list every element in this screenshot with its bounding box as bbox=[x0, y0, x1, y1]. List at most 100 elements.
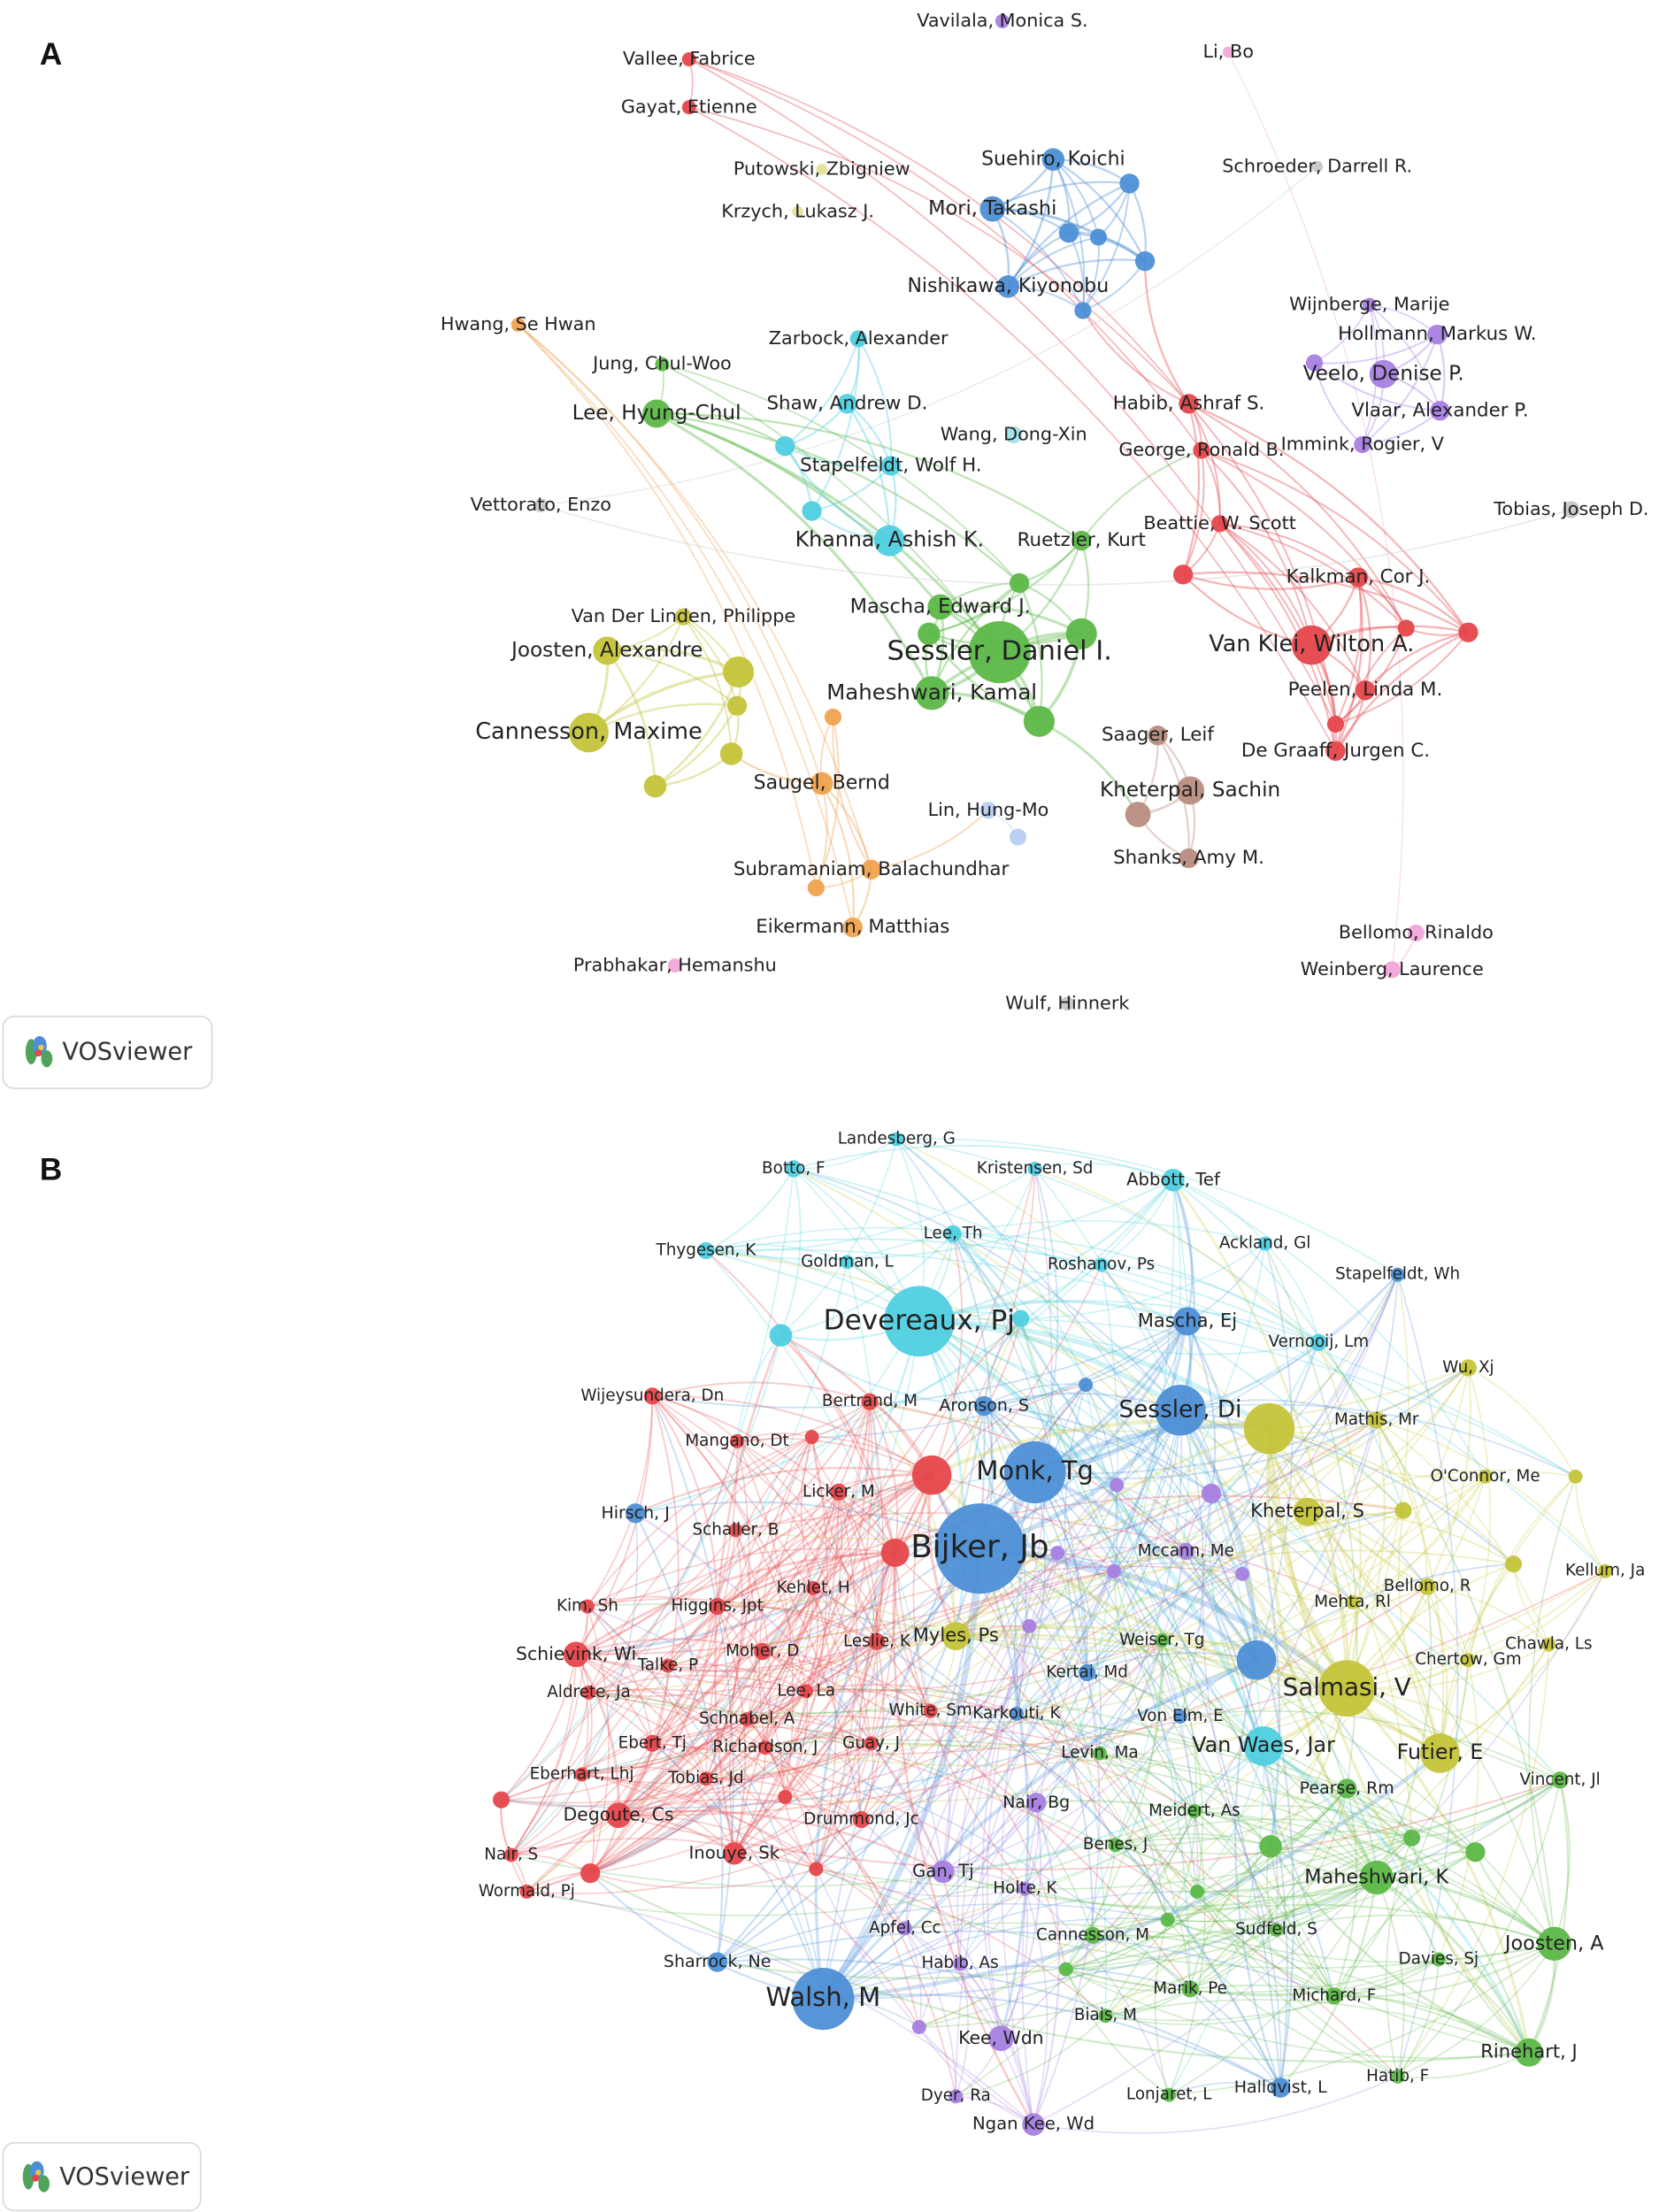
edge bbox=[805, 1492, 843, 1692]
edge bbox=[979, 1548, 1030, 2039]
node bbox=[1093, 1746, 1107, 1761]
edge bbox=[1113, 1571, 1195, 1812]
edge bbox=[747, 1717, 872, 1745]
edge bbox=[1196, 1851, 1476, 1899]
edge bbox=[575, 1654, 906, 1929]
edge bbox=[1179, 1476, 1486, 1717]
edge bbox=[871, 810, 989, 871]
edge bbox=[1196, 1891, 1530, 2054]
edge bbox=[705, 1248, 1577, 1478]
node bbox=[754, 1643, 772, 1661]
edge bbox=[1085, 1384, 1257, 1661]
edge bbox=[822, 1341, 1320, 2000]
edge bbox=[1172, 1179, 1404, 1511]
edge bbox=[1196, 1891, 1399, 2078]
edge bbox=[1346, 1687, 1531, 2053]
edge bbox=[955, 1810, 1195, 2097]
edge bbox=[984, 1404, 1212, 1494]
edge bbox=[955, 1492, 1212, 1637]
node bbox=[681, 100, 696, 115]
edge bbox=[823, 1965, 1191, 2001]
edge bbox=[652, 1570, 1606, 1755]
node bbox=[915, 676, 949, 710]
node-label: Ackland, Gl bbox=[1219, 1234, 1310, 1253]
edge bbox=[1052, 158, 1147, 262]
node-label: Jung, Chul-Woo bbox=[591, 353, 732, 374]
edge bbox=[823, 1779, 1561, 2001]
node-label: Karkouti, K bbox=[972, 1704, 1061, 1723]
edge bbox=[1099, 1640, 1163, 1755]
node-label: Wang, Dong-Xin bbox=[941, 423, 1087, 444]
node-label: Sharrock, Ne bbox=[664, 1952, 771, 1971]
edge bbox=[1307, 1469, 1576, 1513]
edge bbox=[1065, 1179, 1192, 1970]
node bbox=[810, 772, 833, 795]
edge bbox=[1171, 1179, 1195, 1411]
node bbox=[861, 1393, 879, 1410]
edge bbox=[952, 1233, 1022, 1319]
node bbox=[1005, 426, 1023, 443]
edge bbox=[952, 1233, 1606, 1572]
edge bbox=[651, 1474, 933, 1744]
node bbox=[1211, 515, 1229, 533]
edge bbox=[764, 1552, 896, 1748]
edge bbox=[581, 1690, 807, 1776]
edge bbox=[589, 1778, 707, 1874]
edge bbox=[896, 1138, 1319, 1343]
edge bbox=[904, 1922, 1530, 2054]
edge bbox=[733, 1691, 807, 1855]
edge bbox=[1314, 334, 1438, 365]
node-label: Li, Bo bbox=[1202, 41, 1253, 62]
edge bbox=[1201, 449, 1408, 629]
edge bbox=[1334, 577, 1363, 752]
edge bbox=[588, 1419, 1378, 1694]
edge bbox=[526, 1778, 707, 1893]
edge bbox=[955, 1963, 969, 2097]
edge bbox=[518, 324, 854, 928]
node-label: Vavilala, Monica S. bbox=[917, 10, 1087, 31]
edge bbox=[1167, 1851, 1476, 1923]
edge bbox=[1007, 258, 1146, 288]
node bbox=[660, 1658, 675, 1673]
edge bbox=[588, 1688, 872, 1745]
edge bbox=[652, 1395, 738, 1442]
edge bbox=[805, 1474, 933, 1692]
edge bbox=[979, 1545, 1349, 1691]
edge bbox=[587, 1598, 878, 1643]
edge bbox=[511, 1742, 653, 1856]
edge bbox=[733, 1402, 871, 1855]
edge bbox=[736, 1440, 1117, 1846]
edge bbox=[930, 1709, 1094, 1936]
edge bbox=[1082, 183, 1131, 311]
edge bbox=[657, 412, 786, 448]
edge bbox=[904, 1552, 1058, 1929]
edge bbox=[820, 1548, 983, 2001]
edge bbox=[1189, 1958, 1440, 1997]
node-label: Ruetzler, Kurt bbox=[1018, 529, 1146, 551]
edge bbox=[580, 1474, 933, 1775]
logo-text: VOSviewer bbox=[62, 1039, 193, 1066]
edge bbox=[959, 1551, 1187, 1964]
node bbox=[1027, 1162, 1042, 1176]
node bbox=[574, 1767, 589, 1782]
node bbox=[1420, 1733, 1460, 1773]
node-label: Thygesen, K bbox=[656, 1241, 757, 1260]
edge bbox=[1356, 577, 1372, 691]
edge bbox=[992, 208, 1084, 311]
edge bbox=[1313, 362, 1363, 446]
edge bbox=[1113, 1179, 1181, 1572]
edge bbox=[1275, 1788, 1348, 1931]
edge bbox=[634, 1512, 724, 1962]
edge bbox=[1270, 1846, 1335, 1997]
edge bbox=[1270, 1846, 1530, 2054]
node-label: Kertai, Md bbox=[1046, 1663, 1128, 1682]
edge bbox=[1410, 1838, 1530, 2054]
edge bbox=[979, 1548, 1094, 1936]
node bbox=[642, 399, 672, 428]
edge bbox=[634, 1466, 933, 1515]
edge bbox=[1028, 1493, 1212, 1627]
edge bbox=[1307, 1510, 1514, 1565]
node bbox=[792, 205, 803, 218]
node bbox=[775, 435, 795, 457]
node bbox=[697, 1241, 715, 1260]
